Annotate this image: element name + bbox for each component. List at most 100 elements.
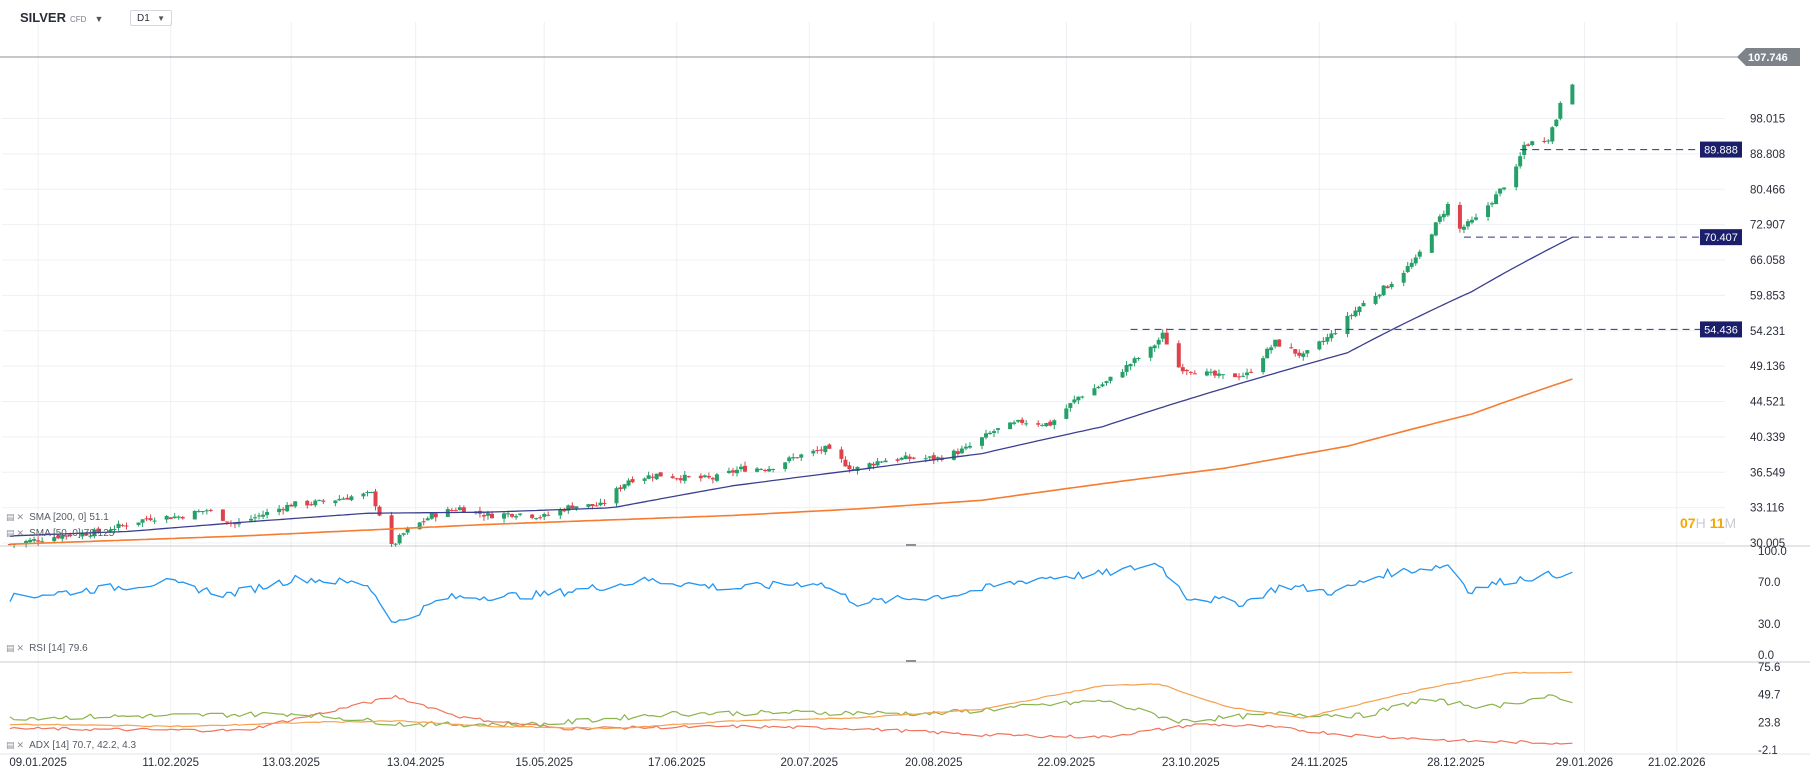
candle-up bbox=[393, 543, 398, 545]
candle-up bbox=[249, 518, 254, 521]
level-tag bbox=[1700, 229, 1742, 246]
indicator-rsi[interactable]: ▤ ✕ RSI [14] 79.6 bbox=[6, 643, 88, 654]
close-icon[interactable]: ✕ bbox=[16, 643, 25, 653]
candle-down bbox=[120, 525, 125, 527]
close-icon[interactable]: ✕ bbox=[16, 512, 25, 522]
candle-down bbox=[530, 514, 535, 518]
candle-down bbox=[1188, 371, 1193, 373]
candle-up bbox=[734, 469, 739, 474]
settings-icon[interactable]: ▤ bbox=[6, 528, 15, 538]
candle-up bbox=[405, 528, 410, 533]
candle-up bbox=[200, 511, 205, 513]
indicator-adx[interactable]: ▤ ✕ ADX [14] 70.7, 42.2, 4.3 bbox=[6, 740, 136, 751]
candle-up bbox=[1120, 371, 1125, 378]
adx-line bbox=[10, 671, 1573, 730]
candle-up bbox=[1494, 194, 1499, 205]
rsi-value: 79.6 bbox=[68, 643, 88, 654]
indicator-sma200[interactable]: ▤ ✕ SMA [200, 0] 51.1 bbox=[6, 512, 109, 523]
candle-down bbox=[180, 517, 185, 519]
candle-down bbox=[1297, 352, 1302, 356]
settings-icon[interactable]: ▤ bbox=[6, 740, 15, 750]
candle-down bbox=[373, 491, 378, 507]
candle-up bbox=[192, 510, 197, 520]
candle-up bbox=[992, 431, 997, 434]
candle-up bbox=[682, 474, 687, 481]
candle-up bbox=[1132, 358, 1137, 364]
candle-up bbox=[1409, 262, 1414, 267]
candle-down bbox=[895, 459, 900, 461]
candle-up bbox=[361, 493, 366, 497]
candle-up bbox=[1072, 399, 1077, 403]
candle-up bbox=[951, 450, 956, 460]
candle-up bbox=[1265, 348, 1270, 359]
candle-down bbox=[433, 513, 438, 518]
timeframe-selector[interactable]: D1 ▼ bbox=[130, 10, 172, 26]
candle-up bbox=[1550, 127, 1555, 142]
candle-down bbox=[674, 478, 679, 480]
time-axis-label: 13.03.2025 bbox=[262, 757, 320, 769]
candle-up bbox=[823, 445, 828, 453]
candle-up bbox=[341, 498, 346, 500]
candle-down bbox=[907, 456, 912, 459]
candle-up bbox=[983, 433, 988, 438]
candle-up bbox=[518, 513, 523, 515]
candles bbox=[8, 83, 1575, 549]
candle-up bbox=[365, 492, 370, 494]
time-axis-label: 24.11.2025 bbox=[1291, 757, 1348, 769]
candle-down bbox=[871, 463, 876, 466]
candle-up bbox=[28, 539, 33, 543]
candle-countdown: 07H 11M bbox=[1680, 515, 1740, 531]
candle-down bbox=[819, 449, 824, 451]
settings-icon[interactable]: ▤ bbox=[6, 643, 15, 653]
candle-down bbox=[232, 522, 237, 525]
candle-up bbox=[277, 508, 282, 513]
candle-down bbox=[1233, 373, 1238, 378]
candle-up bbox=[32, 539, 37, 541]
candle-up bbox=[1241, 375, 1246, 377]
price-axis-label: 30.005 bbox=[1750, 538, 1785, 550]
symbol-selector[interactable]: SILVER CFD ▼ bbox=[20, 10, 103, 25]
candle-up bbox=[1012, 422, 1017, 424]
candle-down bbox=[481, 515, 486, 517]
candle-down bbox=[763, 469, 768, 471]
candle-up bbox=[1486, 205, 1491, 217]
chevron-down-icon: ▼ bbox=[94, 14, 104, 24]
candle-up bbox=[979, 437, 984, 446]
indicator-sma50[interactable]: ▤ ✕ SMA [50, 0] 78.125 bbox=[6, 528, 114, 539]
candle-up bbox=[1204, 371, 1209, 376]
candle-up bbox=[1377, 294, 1382, 297]
candle-down bbox=[602, 502, 607, 504]
rsi-axis-label: 100.0 bbox=[1758, 546, 1787, 558]
candle-down bbox=[594, 505, 599, 507]
rsi-line bbox=[9, 562, 1573, 624]
candle-up bbox=[714, 474, 719, 481]
candle-up bbox=[935, 457, 940, 459]
candle-down bbox=[208, 509, 213, 511]
candle-down bbox=[650, 476, 655, 478]
candle-up bbox=[1570, 84, 1575, 105]
candle-down bbox=[124, 525, 129, 527]
candle-up bbox=[755, 468, 760, 472]
candle-down bbox=[570, 505, 575, 509]
candle-up bbox=[867, 463, 872, 469]
candle-up bbox=[879, 461, 884, 463]
candle-down bbox=[839, 449, 844, 459]
candle-down bbox=[168, 517, 173, 520]
candle-up bbox=[108, 530, 113, 533]
candle-up bbox=[1092, 388, 1097, 396]
candle-up bbox=[112, 529, 117, 531]
countdown-minutes: 11 bbox=[1709, 515, 1725, 531]
candle-up bbox=[172, 516, 177, 519]
close-icon[interactable]: ✕ bbox=[16, 528, 25, 538]
candle-up bbox=[116, 523, 121, 528]
candle-down bbox=[546, 514, 551, 516]
candle-up bbox=[293, 501, 298, 507]
settings-icon[interactable]: ▤ bbox=[6, 512, 15, 522]
candle-up bbox=[196, 511, 201, 513]
candle-up bbox=[1269, 347, 1274, 351]
level-value: 89.888 bbox=[1704, 145, 1738, 157]
candle-up bbox=[1136, 358, 1141, 360]
close-icon[interactable]: ✕ bbox=[16, 740, 25, 750]
candle-down bbox=[851, 469, 856, 471]
